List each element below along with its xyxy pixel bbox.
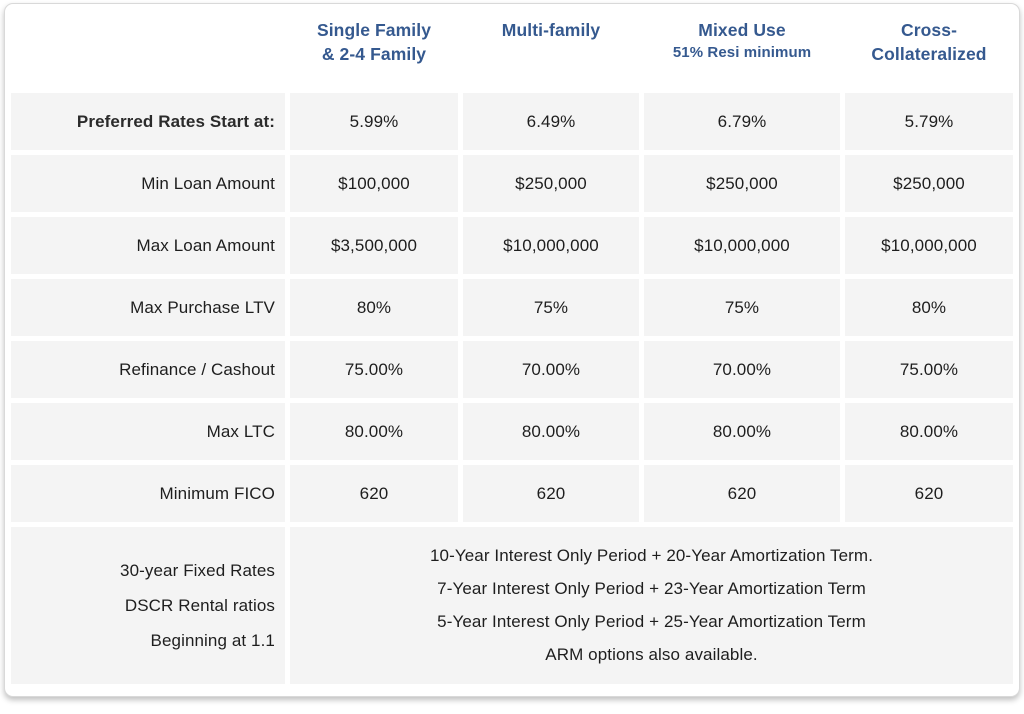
cell-min-loan-single-family: $100,000 <box>290 155 458 212</box>
row-label-refinance-cashout: Refinance / Cashout <box>11 341 285 398</box>
column-header-line1: Multi-family <box>501 20 601 40</box>
column-header-line2: & 2-4 Family <box>321 43 427 64</box>
column-header-line1: Cross- <box>900 20 958 40</box>
column-header-line1: Mixed Use <box>698 20 786 40</box>
cell-preferred-rate-mixed-use: 6.79% <box>644 93 840 150</box>
footer-term-line-arm-options: ARM options also available. <box>545 645 758 664</box>
cell-fico-cross-collateralized: 620 <box>845 465 1013 522</box>
cell-refinance-single-family: 75.00% <box>290 341 458 398</box>
cell-max-ltv-cross-collateralized: 80% <box>845 279 1013 336</box>
cell-max-loan-multi-family: $10,000,000 <box>463 217 639 274</box>
footer-term-line-10-year: 10-Year Interest Only Period + 20-Year A… <box>429 546 874 565</box>
column-header-multi-family: Multi-family <box>463 10 639 88</box>
loan-rates-table-card: Single Family & 2-4 Family Multi-family … <box>4 3 1020 697</box>
footer-label-line-fixed-rates: 30-year Fixed Rates <box>120 560 275 580</box>
cell-max-loan-mixed-use: $10,000,000 <box>644 217 840 274</box>
column-header-single-family: Single Family & 2-4 Family <box>290 10 458 88</box>
cell-max-loan-single-family: $3,500,000 <box>290 217 458 274</box>
footer-label-cell: 30-year Fixed Rates DSCR Rental ratios B… <box>11 527 285 684</box>
cell-preferred-rate-single-family: 5.99% <box>290 93 458 150</box>
cell-max-ltc-multi-family: 80.00% <box>463 403 639 460</box>
row-label-max-ltc: Max LTC <box>11 403 285 460</box>
cell-min-loan-cross-collateralized: $250,000 <box>845 155 1013 212</box>
column-header-mixed-use: Mixed Use 51% Resi minimum <box>644 10 840 88</box>
cell-refinance-cross-collateralized: 75.00% <box>845 341 1013 398</box>
cell-max-loan-cross-collateralized: $10,000,000 <box>845 217 1013 274</box>
cell-fico-single-family: 620 <box>290 465 458 522</box>
header-corner-cell <box>11 10 285 88</box>
cell-preferred-rate-multi-family: 6.49% <box>463 93 639 150</box>
cell-max-ltc-mixed-use: 80.00% <box>644 403 840 460</box>
row-label-min-loan-amount: Min Loan Amount <box>11 155 285 212</box>
footer-term-line-7-year: 7-Year Interest Only Period + 23-Year Am… <box>437 579 866 598</box>
column-header-cross-collateralized: Cross- Collateralized <box>845 10 1013 88</box>
footer-term-line-5-year: 5-Year Interest Only Period + 25-Year Am… <box>437 612 866 631</box>
row-label-max-loan-amount: Max Loan Amount <box>11 217 285 274</box>
footer-label-line-dscr: DSCR Rental ratios <box>124 595 275 615</box>
cell-max-ltc-cross-collateralized: 80.00% <box>845 403 1013 460</box>
cell-preferred-rate-cross-collateralized: 5.79% <box>845 93 1013 150</box>
cell-fico-mixed-use: 620 <box>644 465 840 522</box>
row-label-preferred-rates: Preferred Rates Start at: <box>11 93 285 150</box>
column-header-line2: 51% Resi minimum <box>672 43 812 61</box>
cell-max-ltv-single-family: 80% <box>290 279 458 336</box>
cell-min-loan-multi-family: $250,000 <box>463 155 639 212</box>
footer-label-line-beginning: Beginning at 1.1 <box>150 630 275 650</box>
column-header-line2: Collateralized <box>871 43 987 64</box>
row-label-minimum-fico: Minimum FICO <box>11 465 285 522</box>
cell-refinance-multi-family: 70.00% <box>463 341 639 398</box>
cell-min-loan-mixed-use: $250,000 <box>644 155 840 212</box>
footer-terms-cell: 10-Year Interest Only Period + 20-Year A… <box>290 527 1013 684</box>
cell-max-ltv-mixed-use: 75% <box>644 279 840 336</box>
row-label-max-purchase-ltv: Max Purchase LTV <box>11 279 285 336</box>
cell-fico-multi-family: 620 <box>463 465 639 522</box>
column-header-line1: Single Family <box>316 20 432 40</box>
cell-max-ltc-single-family: 80.00% <box>290 403 458 460</box>
cell-max-ltv-multi-family: 75% <box>463 279 639 336</box>
cell-refinance-mixed-use: 70.00% <box>644 341 840 398</box>
loan-rates-table: Single Family & 2-4 Family Multi-family … <box>11 10 1013 690</box>
